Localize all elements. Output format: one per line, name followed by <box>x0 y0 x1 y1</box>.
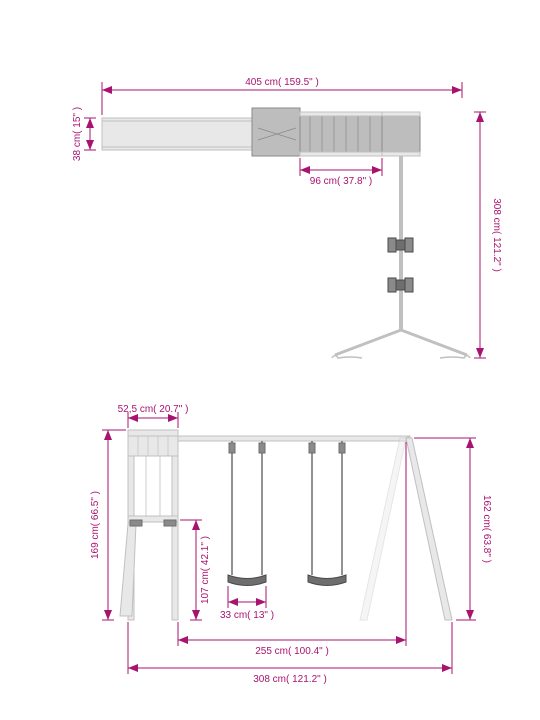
front-swings <box>228 441 346 586</box>
dim-front-tower-w: 52,5 cm( 20.7" ) <box>118 404 189 428</box>
front-swing-frame <box>178 436 452 620</box>
front-view: 52,5 cm( 20.7" ) 169 cm( 66.5" ) 107 cm(… <box>90 404 492 685</box>
dim-front-162-label: 162 cm( 63.8" ) <box>481 495 492 563</box>
dim-front-255-label: 255 cm( 100.4" ) <box>255 646 329 657</box>
dim-top-bridge-label: 96 cm( 37.8" ) <box>310 176 372 187</box>
top-tower <box>252 108 300 156</box>
top-view: 405 cm( 159.5" ) 38 cm( 15" ) <box>72 77 502 358</box>
dim-top-bridge: 96 cm( 37.8" ) <box>300 158 382 187</box>
top-aframe-feet <box>332 330 470 358</box>
dim-front-308-label: 308 cm( 121.2" ) <box>253 674 327 685</box>
dim-front-33: 33 cm( 13" ) <box>220 586 274 621</box>
dim-top-38-label: 38 cm( 15" ) <box>72 107 83 161</box>
top-bracket <box>382 112 420 156</box>
top-slide <box>102 118 252 150</box>
dim-front-169-label: 169 cm( 66.5" ) <box>90 491 101 559</box>
top-bridge <box>300 112 382 156</box>
dim-front-107: 107 cm( 42.1" ) <box>180 520 211 620</box>
dim-top-depth-label: 308 cm( 121.2" ) <box>491 198 502 272</box>
dim-top-width-label: 405 cm( 159.5" ) <box>245 77 319 88</box>
diagram-canvas: 405 cm( 159.5" ) 38 cm( 15" ) <box>0 0 540 720</box>
front-slide <box>120 520 176 616</box>
dim-front-255: 255 cm( 100.4" ) <box>178 442 406 657</box>
dim-front-169: 169 cm( 66.5" ) <box>90 430 126 620</box>
dim-front-107-label: 107 cm( 42.1" ) <box>200 536 211 604</box>
dim-front-tower-w-label: 52,5 cm( 20.7" ) <box>118 404 189 415</box>
dim-front-33-label: 33 cm( 13" ) <box>220 610 274 621</box>
dim-top-38: 38 cm( 15" ) <box>72 107 96 161</box>
dim-top-depth: 308 cm( 121.2" ) <box>474 112 502 358</box>
